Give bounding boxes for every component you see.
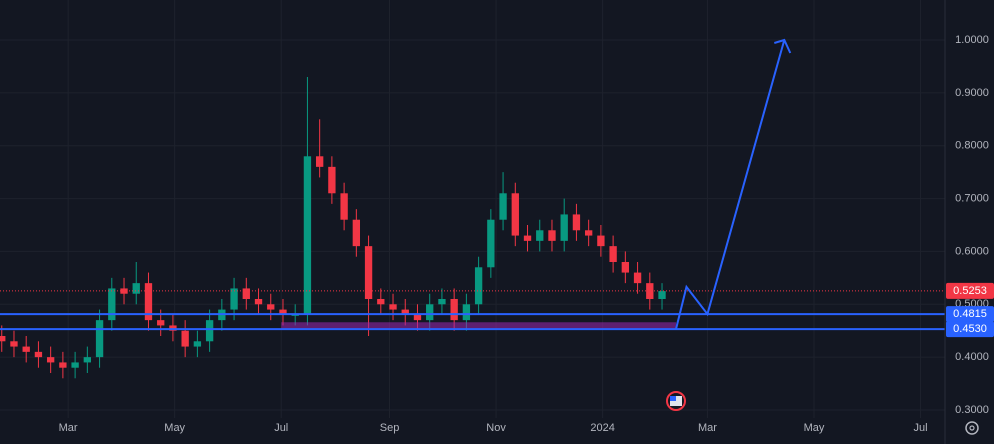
candle-body [108, 288, 116, 321]
candle-body [377, 299, 385, 305]
gear-hub[interactable] [969, 425, 975, 431]
candle-body [303, 156, 312, 315]
candle-body [340, 193, 348, 220]
zone [281, 322, 676, 330]
candle-body [230, 288, 238, 310]
current-price-bg [946, 282, 994, 299]
price-label-bg [946, 321, 994, 338]
candle-body [487, 219, 495, 268]
price-label: 0.4530 [953, 323, 987, 335]
x-tick-label: Mar [59, 422, 78, 434]
candle-body [474, 267, 483, 305]
x-tick-label: Sep [380, 422, 400, 434]
candle-body [352, 219, 361, 247]
flag-canton [670, 396, 676, 401]
price-label: 0.4815 [953, 308, 987, 320]
gear[interactable] [965, 421, 979, 435]
y-tick-label: 0.7000 [955, 192, 989, 204]
candle-body [120, 288, 128, 294]
candle-body [22, 346, 30, 352]
candle-body [462, 304, 471, 321]
candle-body [523, 235, 532, 241]
y-tick-label: 0.6000 [955, 245, 989, 257]
candle-body [0, 336, 6, 342]
candle-body [193, 341, 202, 347]
candle-body [34, 351, 43, 358]
candle-body [46, 357, 55, 363]
projection-arrow [774, 38, 792, 54]
plot [0, 38, 945, 379]
candle-body [95, 320, 104, 358]
x-tick-label: Mar [698, 422, 717, 434]
candle-body [71, 362, 79, 368]
y-tick-label: 0.8000 [955, 140, 989, 152]
candle-body [572, 214, 581, 231]
x-tick-label: Nov [486, 422, 506, 434]
current-price-label: 0.5253 [953, 285, 987, 297]
candle-body [646, 283, 654, 299]
candle-body [242, 288, 250, 299]
projection-path [675, 39, 786, 330]
candle-body [450, 299, 458, 321]
y-tick-label: 0.9000 [955, 87, 989, 99]
candle-body [10, 341, 18, 347]
candle-body [315, 156, 324, 167]
x-tick-label: May [164, 422, 185, 434]
candle-body [169, 325, 177, 331]
candle-body [83, 357, 92, 363]
candle-body [438, 299, 446, 305]
settings-icon[interactable] [965, 421, 979, 435]
candle-body [597, 235, 605, 247]
y-tick-label: 1.0000 [955, 34, 989, 46]
candle-body [254, 299, 263, 305]
candle-body [328, 166, 336, 194]
candle-body [548, 230, 556, 241]
candle-body [536, 230, 544, 241]
candle-body [279, 309, 287, 315]
candle-body [291, 314, 299, 316]
candle-body [584, 230, 593, 236]
candle-body [511, 193, 519, 236]
candle-body [413, 314, 422, 321]
y-tick-label: 0.4000 [955, 351, 989, 363]
candle-body [389, 304, 397, 310]
candle-body [633, 272, 642, 284]
candle-body [59, 362, 67, 368]
candle-body [157, 320, 165, 326]
x-tick-label: Jul [914, 422, 928, 434]
candle-body [621, 262, 630, 273]
candle-body [132, 283, 140, 294]
price-label-bg [946, 306, 994, 323]
candle-body [560, 214, 568, 241]
candle-body [364, 246, 373, 299]
axis: 0.30000.40000.50000.60000.70000.80000.90… [59, 0, 994, 444]
candle-body [401, 309, 409, 315]
candle-body [181, 330, 189, 347]
x-tick-label: May [804, 422, 825, 434]
flag-icon [666, 391, 686, 411]
candle-body [426, 304, 434, 321]
candle-body [205, 320, 214, 342]
candle-body [267, 304, 275, 310]
x-tick-label: 2024 [590, 422, 614, 434]
candle-body [658, 291, 666, 299]
candle-body [144, 283, 153, 321]
candle-body [609, 246, 617, 262]
y-tick-label: 0.3000 [955, 404, 989, 416]
grid [0, 0, 945, 418]
x-tick-label: Jul [274, 422, 288, 434]
candle-body [499, 193, 507, 220]
